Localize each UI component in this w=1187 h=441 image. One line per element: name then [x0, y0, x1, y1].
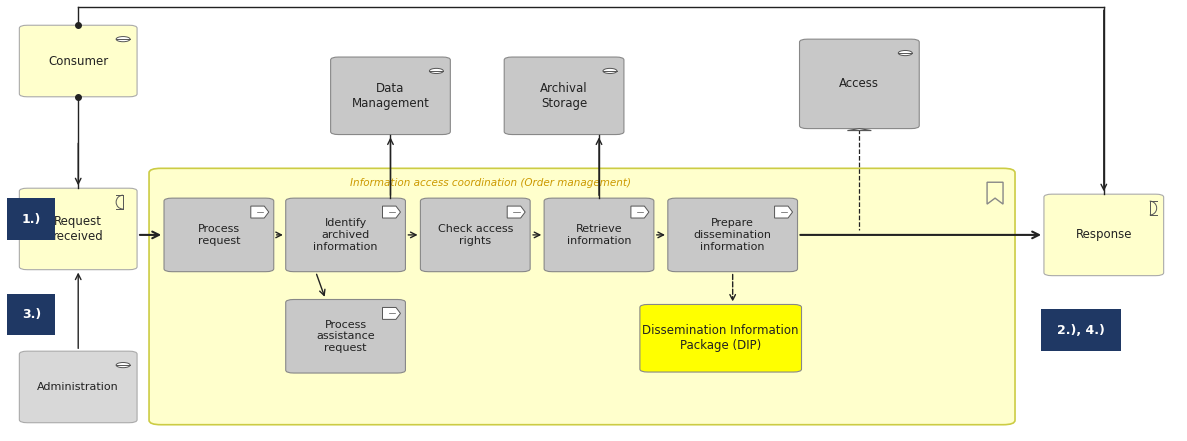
FancyBboxPatch shape	[286, 299, 406, 373]
Text: Check access
rights: Check access rights	[438, 224, 513, 246]
Text: Process
assistance
request: Process assistance request	[316, 320, 375, 353]
FancyBboxPatch shape	[504, 57, 624, 135]
FancyBboxPatch shape	[19, 351, 137, 423]
FancyBboxPatch shape	[150, 168, 1015, 425]
Polygon shape	[848, 129, 871, 131]
Circle shape	[116, 363, 131, 368]
FancyBboxPatch shape	[800, 39, 919, 129]
Text: Consumer: Consumer	[49, 55, 108, 67]
FancyBboxPatch shape	[331, 57, 450, 135]
Text: Identify
archived
information: Identify archived information	[313, 218, 377, 251]
Text: Information access coordination (Order management): Information access coordination (Order m…	[350, 178, 630, 188]
Text: Access: Access	[839, 77, 880, 90]
Text: Prepare
dissemination
information: Prepare dissemination information	[693, 218, 772, 251]
FancyBboxPatch shape	[544, 198, 654, 272]
FancyBboxPatch shape	[7, 294, 56, 335]
Polygon shape	[775, 206, 793, 218]
Circle shape	[430, 68, 444, 74]
Text: Response: Response	[1075, 228, 1132, 241]
Polygon shape	[382, 307, 400, 319]
Text: 1.): 1.)	[21, 213, 42, 225]
FancyBboxPatch shape	[164, 198, 274, 272]
FancyBboxPatch shape	[640, 304, 801, 372]
FancyBboxPatch shape	[286, 198, 406, 272]
Polygon shape	[250, 206, 268, 218]
FancyBboxPatch shape	[19, 188, 137, 270]
Text: 2.), 4.): 2.), 4.)	[1056, 324, 1105, 337]
FancyBboxPatch shape	[7, 198, 56, 240]
Polygon shape	[631, 206, 649, 218]
Text: Request
received: Request received	[53, 215, 103, 243]
Text: 3.): 3.)	[21, 308, 40, 321]
Circle shape	[603, 68, 617, 74]
Polygon shape	[507, 206, 525, 218]
Circle shape	[899, 50, 913, 56]
Polygon shape	[382, 206, 400, 218]
Circle shape	[116, 37, 131, 42]
FancyBboxPatch shape	[668, 198, 798, 272]
FancyBboxPatch shape	[19, 25, 137, 97]
Text: Retrieve
information: Retrieve information	[566, 224, 631, 246]
Text: Archival
Storage: Archival Storage	[540, 82, 588, 110]
FancyBboxPatch shape	[420, 198, 531, 272]
Text: Process
request: Process request	[197, 224, 240, 246]
Text: Dissemination Information
Package (DIP): Dissemination Information Package (DIP)	[642, 324, 799, 352]
Text: Administration: Administration	[37, 382, 119, 392]
Text: Data
Management: Data Management	[351, 82, 430, 110]
FancyBboxPatch shape	[1041, 310, 1121, 351]
FancyBboxPatch shape	[1043, 194, 1163, 276]
